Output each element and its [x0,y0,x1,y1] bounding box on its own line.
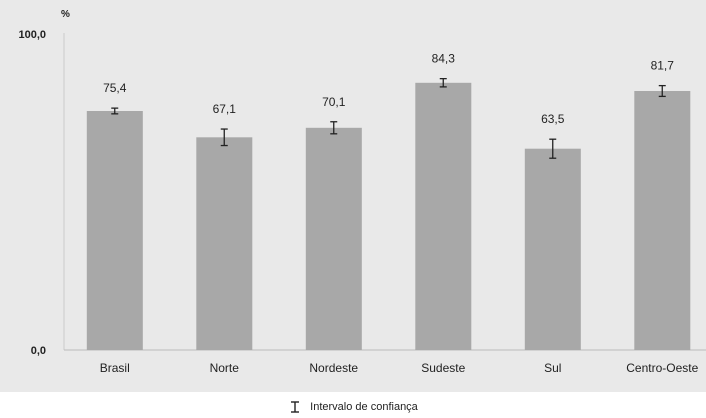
error-bar-sul [549,138,557,159]
legend-label: Intervalo de confiança [310,401,418,413]
category-label-sul: Sul [544,361,561,375]
bars-group: 75,4 Brasil 67,1 Norte 70,1 Nordeste 84,3 Sudes… [86,52,699,375]
bar-brasil [86,111,143,350]
value-label-sul: 63,5 [541,112,565,126]
error-bar-nordeste [330,121,338,135]
y-unit-label: % [61,9,70,20]
bar-chart: % 100,0 0,0 75,4 Brasil 67,1 Norte 70,1 Norde… [18,9,706,375]
value-label-brasil: 75,4 [103,81,127,95]
value-label-sudeste: 84,3 [432,52,456,66]
category-label-norte: Norte [210,361,240,375]
bar-norte [196,137,253,350]
bar-centro-oeste [634,91,691,350]
value-label-centro-oeste: 81,7 [651,59,675,73]
category-label-sudeste: Sudeste [421,361,465,375]
category-label-brasil: Brasil [100,361,130,375]
error-bar-centro-oeste [658,84,666,98]
category-label-centro-oeste: Centro-Oeste [626,361,698,375]
bar-nordeste [305,127,362,350]
error-bar-brasil [111,107,119,115]
y-tick-label-max: 100,0 [18,29,46,41]
bar-sudeste [415,82,472,351]
bar-sul [524,148,581,350]
legend: Intervalo de confiança [0,396,706,418]
error-bar-norte [220,128,228,147]
error-bar-sudeste [439,77,447,88]
category-label-nordeste: Nordeste [309,361,358,375]
y-tick-label-min: 0,0 [31,345,46,357]
value-label-nordeste: 70,1 [322,95,346,109]
chart-panel: % 100,0 0,0 75,4 Brasil 67,1 Norte 70,1 Norde… [0,0,706,392]
value-label-norte: 67,1 [213,102,237,116]
confidence-interval-icon [291,401,300,413]
